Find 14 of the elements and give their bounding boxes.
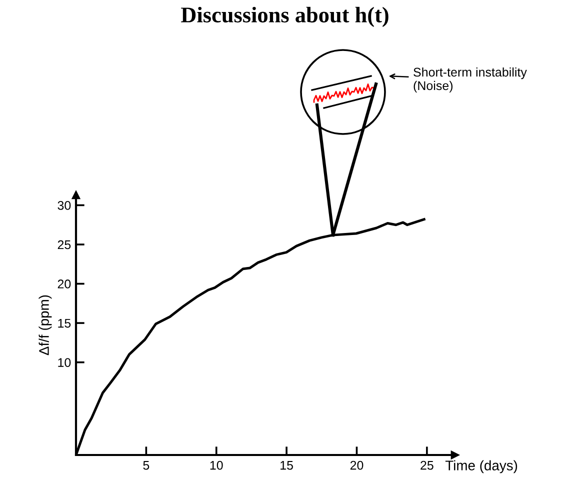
x-tick-label: 25	[420, 460, 434, 470]
y-tick-label: 25	[58, 240, 71, 250]
chart-title: Discussions about h(t)	[181, 6, 388, 27]
text: Short-term instability (Noise)	[414, 67, 527, 93]
x-axis-title: Time (days)	[445, 460, 518, 474]
y-axis-title: Δf/f (ppm)	[38, 295, 52, 356]
y-tick-label: 20	[58, 280, 71, 288]
x-tick-label: 20	[350, 460, 364, 470]
x-tick-label: 10	[210, 460, 223, 470]
x-tick-label: 15	[280, 461, 293, 470]
y-tick-label: 30	[58, 201, 71, 210]
y-tick-label: 15	[58, 318, 71, 328]
y-tick-label: 10	[58, 358, 71, 367]
x-tick-label: 5	[143, 461, 150, 470]
